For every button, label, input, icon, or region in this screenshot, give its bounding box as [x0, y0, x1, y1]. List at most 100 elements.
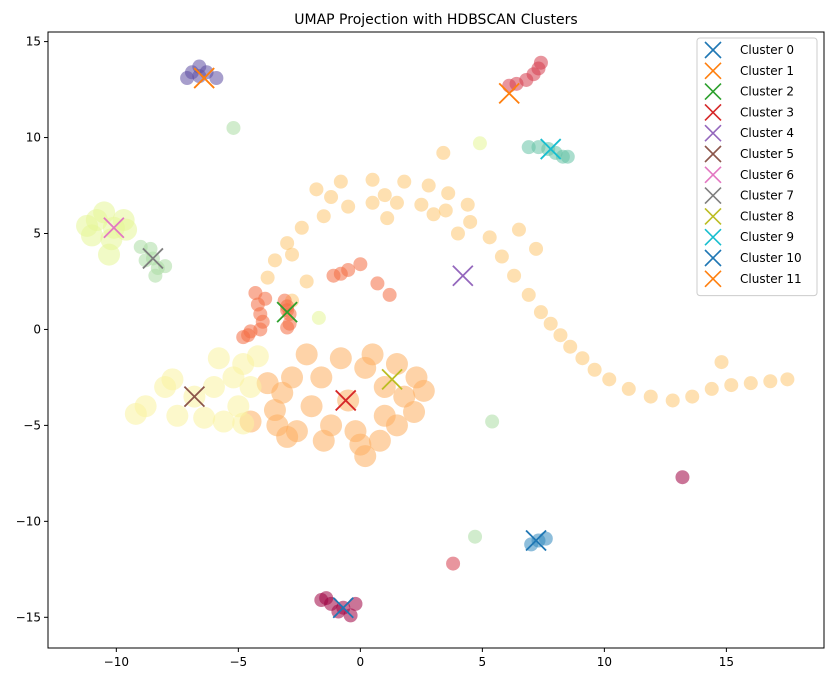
scatter-point — [675, 470, 690, 485]
scatter-point — [365, 172, 380, 187]
y-tick-label: 5 — [33, 226, 41, 240]
scatter-point — [426, 207, 441, 222]
legend-marker — [704, 83, 722, 101]
scatter-point — [563, 339, 578, 354]
scatter-point — [361, 343, 384, 366]
plot-frame — [47, 31, 825, 649]
scatter-point — [158, 259, 173, 274]
scatter-point — [353, 257, 368, 272]
legend-label: Cluster 1 — [740, 64, 794, 78]
scatter-point — [380, 211, 395, 226]
scatter-point — [472, 136, 487, 151]
scatter-point — [450, 226, 465, 241]
y-tick-label: −10 — [16, 514, 41, 528]
scatter-point — [256, 372, 279, 395]
centroid-marker — [193, 67, 215, 89]
legend-label: Cluster 6 — [740, 168, 794, 182]
scatter-point — [226, 120, 241, 135]
scatter-point — [724, 378, 739, 393]
scatter-point — [138, 253, 153, 268]
scatter-point — [333, 174, 348, 189]
scatter-point — [329, 347, 352, 370]
scatter-point — [543, 316, 558, 331]
scatter-point — [621, 381, 636, 396]
y-tick-label: −5 — [23, 418, 41, 432]
scatter-point — [385, 414, 408, 437]
scatter-point — [246, 345, 269, 368]
scatter-point — [76, 214, 99, 237]
scatter-point — [184, 65, 199, 80]
scatter-point — [193, 406, 216, 429]
scatter-point — [414, 197, 429, 212]
scatter-point — [354, 445, 377, 468]
scatter-point — [553, 328, 568, 343]
scatter-point — [294, 220, 309, 235]
legend-marker — [704, 41, 722, 59]
scatter-point — [468, 529, 483, 544]
scatter-point — [207, 347, 230, 370]
scatter-point — [763, 374, 778, 389]
scatter-point — [575, 351, 590, 366]
chart-title: UMAP Projection with HDBSCAN Clusters — [294, 12, 577, 28]
scatter-point — [382, 287, 397, 302]
scatter-point — [533, 305, 548, 320]
legend-marker — [704, 103, 722, 121]
scatter-point — [529, 241, 544, 256]
scatter-point — [295, 343, 318, 366]
scatter-point — [521, 287, 536, 302]
legend-label: Cluster 5 — [740, 147, 794, 161]
scatter-points — [76, 55, 795, 623]
legend-label: Cluster 4 — [740, 126, 794, 140]
scatter-point — [714, 355, 729, 370]
legend-marker — [704, 187, 722, 205]
centroid-markers — [103, 67, 562, 619]
legend-marker — [704, 270, 722, 288]
scatter-point — [403, 400, 426, 423]
scatter-point — [348, 596, 363, 611]
centroid-marker — [276, 301, 298, 323]
legend-label: Cluster 7 — [740, 189, 794, 203]
scatter-point — [460, 197, 475, 212]
legend-marker — [704, 166, 722, 184]
scatter-point — [316, 209, 331, 224]
scatter-point — [341, 199, 356, 214]
scatter-point — [538, 531, 553, 546]
scatter-point — [232, 412, 255, 435]
centroid-marker — [332, 597, 354, 619]
legend-label: Cluster 9 — [740, 230, 794, 244]
y-tick-label: 15 — [26, 35, 41, 49]
scatter-point — [511, 222, 526, 237]
y-tick-label: 10 — [26, 131, 41, 145]
scatter-point — [202, 376, 225, 399]
scatter-point — [446, 556, 461, 571]
scatter-point — [533, 55, 548, 70]
scatter-point — [93, 201, 116, 224]
scatter-point — [239, 376, 262, 399]
legend-label: Cluster 2 — [740, 85, 794, 99]
scatter-point — [260, 270, 275, 285]
centroid-marker — [540, 138, 562, 160]
y-tick-label: −15 — [16, 610, 41, 624]
centroid-marker — [335, 389, 357, 412]
scatter-point — [377, 188, 392, 203]
centroid-marker — [142, 247, 164, 270]
scatter-point — [98, 243, 121, 266]
scatter-point — [227, 395, 250, 418]
x-tick-label: 10 — [597, 655, 612, 669]
scatter-point — [280, 236, 295, 251]
scatter-point — [389, 195, 404, 210]
legend-marker — [704, 124, 722, 142]
scatter-point — [309, 182, 324, 197]
scatter-point — [587, 362, 602, 377]
legend: Cluster 0 Cluster 1 Cluster 2 Cluster 3 Clus… — [696, 37, 818, 297]
x-tick-label: 5 — [479, 655, 487, 669]
legend-marker — [704, 62, 722, 80]
legend-marker — [704, 249, 722, 267]
scatter-point — [685, 389, 700, 404]
legend-label: Cluster 3 — [740, 105, 794, 119]
scatter-point — [704, 381, 719, 396]
scatter-point — [368, 429, 391, 452]
legend-marker — [704, 207, 722, 225]
scatter-point — [285, 247, 300, 262]
centroid-marker — [183, 385, 206, 408]
